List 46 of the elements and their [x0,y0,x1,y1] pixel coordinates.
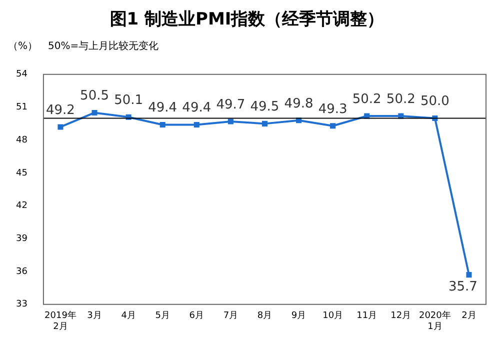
x-tick-label: 8月 [257,311,272,322]
data-label: 50.2 [352,92,382,107]
data-label: 49.4 [148,100,178,116]
chart-title: 图1 制造业PMI指数（经季节调整） [110,10,384,30]
y-tick-label: 45 [16,168,28,178]
text: 50%=与上月比较无变化 [48,40,159,52]
point [330,123,336,129]
point [58,124,64,130]
x-tick-label: 11月 [356,311,378,322]
x-tick-label: 2020年 1月 [418,310,451,332]
point [194,122,200,128]
point [466,272,472,278]
y-tick-label: 36 [16,266,28,277]
data-label: 50.1 [114,92,144,108]
point [262,120,268,126]
point [296,118,302,124]
y-axis-title: （%） [8,40,38,52]
data-label: 49.7 [216,97,246,112]
data-label: 49.5 [250,100,280,115]
x-tick-label: 12月 [390,311,412,322]
y-tick-label: 54 [16,70,28,80]
point [160,122,166,128]
data-label: 49.2 [46,102,75,118]
data-label: 35.7 [448,280,478,295]
x-tick-label: 6月 [189,311,204,322]
data-label: 50.0 [420,94,450,110]
y-tick-label: 48 [16,135,28,146]
y-tick-label: 42 [16,201,28,212]
point [92,110,98,116]
data-label: 50.5 [80,88,109,104]
data-label: 49.3 [318,102,348,117]
x-tick-label: 5月 [155,311,170,322]
data-label: 50.2 [386,92,416,107]
x-tick-label: 4月 [121,311,136,322]
x-tick-label: 3月 [87,311,102,322]
y-tick-label: 33 [16,300,28,310]
x-tick-label: 2019年 2月 [44,310,76,332]
y-tick-label: 39 [16,234,28,244]
x-tick-label: 7月 [223,311,238,322]
y-tick-label: 51 [16,102,28,113]
data-label: 49.4 [182,100,212,116]
x-tick-label: 2月 [462,311,476,322]
point [228,118,234,124]
data-label: 49.8 [284,96,314,112]
x-tick-label: 10月 [322,311,344,322]
x-tick-label: 9月 [291,311,306,322]
